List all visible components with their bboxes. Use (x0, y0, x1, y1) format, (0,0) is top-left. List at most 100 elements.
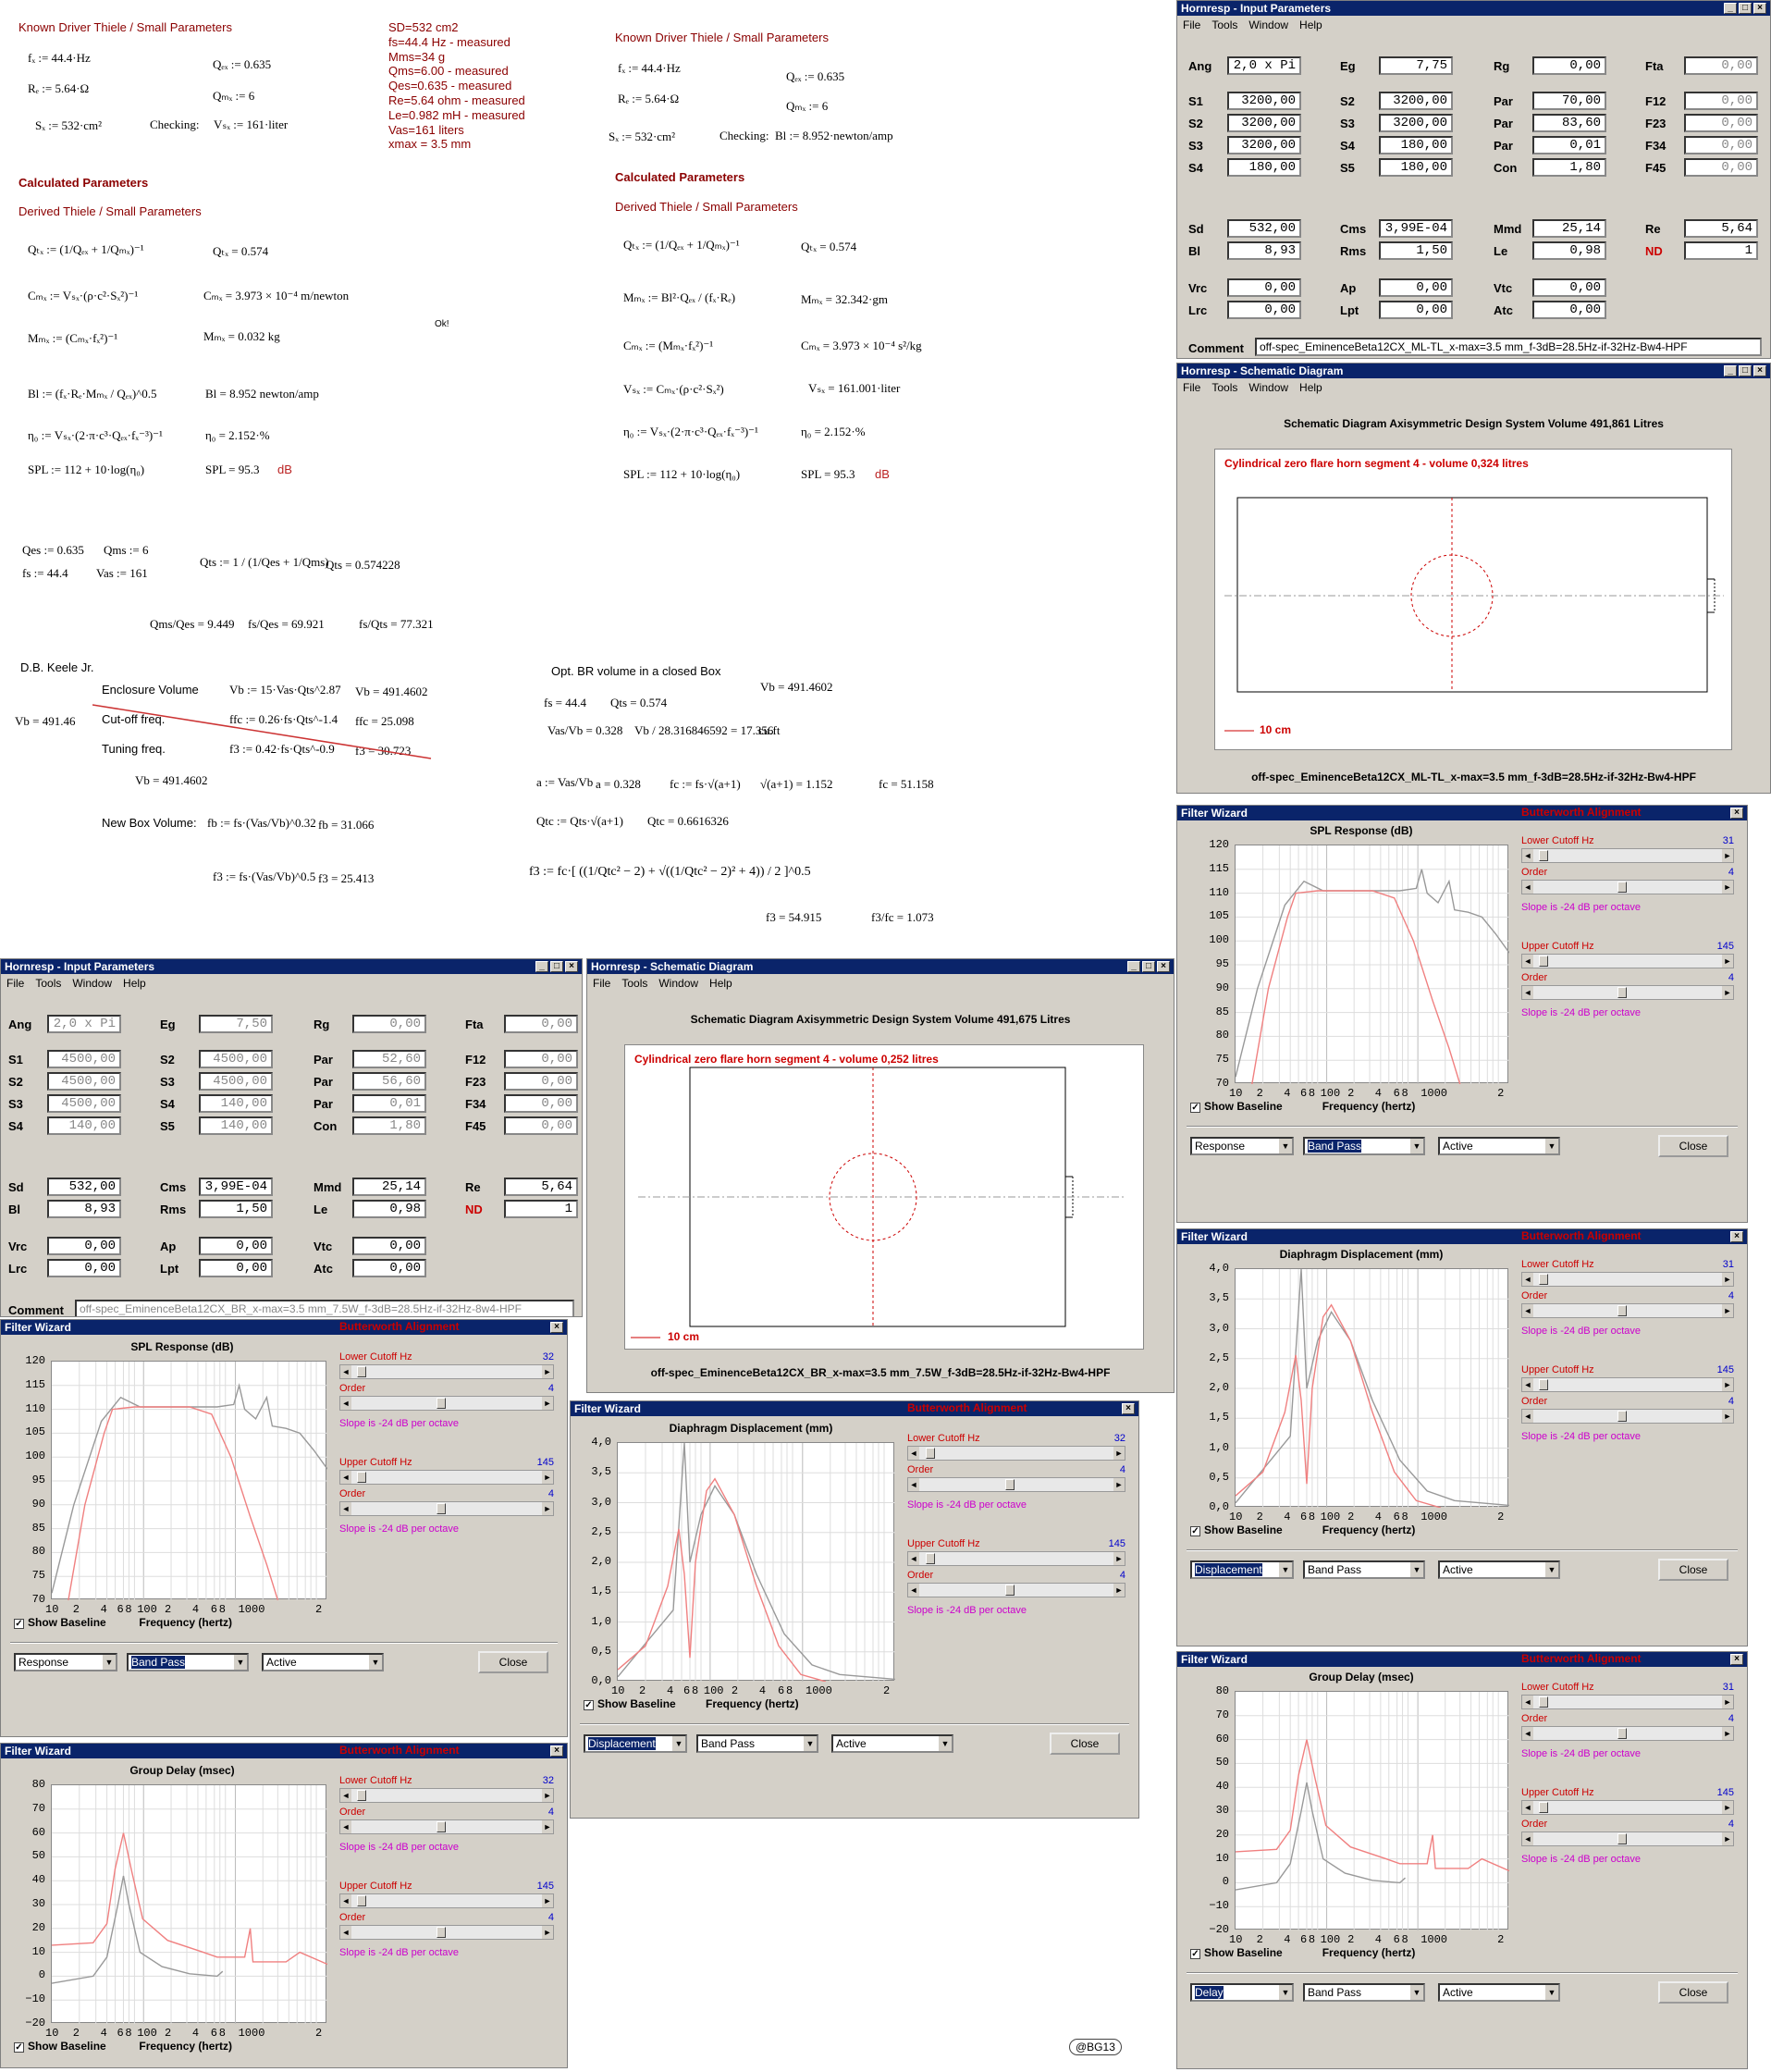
upper-order-slider[interactable]: ◄ ► (1521, 1409, 1734, 1424)
field-fta[interactable]: 0,00 (1684, 56, 1758, 75)
close-button[interactable]: × (1753, 365, 1766, 376)
minimize-button[interactable]: _ (1724, 365, 1737, 376)
slider-left-arrow-icon[interactable]: ◄ (1522, 1801, 1533, 1814)
show-baseline-checkbox[interactable]: ✓ Show Baseline (1190, 1523, 1283, 1536)
close-button[interactable]: Close (478, 1651, 548, 1673)
field-par3[interactable]: 0,01 (352, 1094, 426, 1113)
field-ang[interactable]: 2,0 x Pi (1227, 56, 1301, 75)
slider-right-arrow-icon[interactable]: ► (1722, 849, 1733, 862)
lower-order-slider[interactable]: ◄ ► (1521, 1303, 1734, 1318)
slider-left-arrow-icon[interactable]: ◄ (340, 1397, 351, 1410)
field-lrc[interactable]: 0,00 (1227, 301, 1301, 319)
field-lpt[interactable]: 0,00 (1379, 301, 1453, 319)
lower-cutoff-slider[interactable]: ◄ ► (907, 1446, 1125, 1461)
menu-window[interactable]: Window (1248, 18, 1289, 31)
field-ang[interactable]: 2,0 x Pi (47, 1015, 121, 1033)
menu-help[interactable]: Help (1299, 381, 1322, 394)
field-con[interactable]: 1,80 (1532, 158, 1606, 177)
slider-left-arrow-icon[interactable]: ◄ (340, 1365, 351, 1378)
menu-help[interactable]: Help (709, 977, 732, 990)
lower-order-slider[interactable]: ◄ ► (339, 1819, 554, 1834)
slider-left-arrow-icon[interactable]: ◄ (1522, 881, 1533, 894)
slider-thumb[interactable] (925, 1448, 935, 1459)
slider-thumb[interactable] (1539, 1274, 1549, 1285)
show-baseline-checkbox[interactable]: ✓ Show Baseline (14, 2040, 106, 2053)
field-par3[interactable]: 0,01 (1532, 136, 1606, 154)
field-f34[interactable]: 0,00 (504, 1094, 578, 1113)
menu-window[interactable]: Window (658, 977, 699, 990)
field-vrc[interactable]: 0,00 (47, 1237, 121, 1255)
close-button[interactable]: × (1730, 1231, 1743, 1242)
slider-right-arrow-icon[interactable]: ► (1722, 955, 1733, 968)
filter-type-dropdown[interactable]: Band Pass ▼ (1303, 1560, 1425, 1579)
slider-thumb[interactable] (1005, 1585, 1015, 1596)
field-s5[interactable]: 180,00 (1379, 158, 1453, 177)
field-s2[interactable]: 4500,00 (199, 1050, 273, 1068)
field-sd[interactable]: 532,00 (47, 1178, 121, 1196)
slider-left-arrow-icon[interactable]: ◄ (908, 1552, 919, 1565)
field-lpt[interactable]: 0,00 (199, 1259, 273, 1277)
slider-thumb[interactable] (357, 1895, 367, 1906)
field-comment[interactable]: off-spec_EminenceBeta12CX_ML-TL_x-max=3.… (1255, 338, 1762, 356)
slider-thumb[interactable] (436, 1927, 446, 1938)
close-button[interactable]: × (1157, 961, 1170, 972)
slider-thumb[interactable] (436, 1821, 446, 1832)
close-button[interactable]: Close (1658, 1135, 1728, 1157)
field-ap[interactable]: 0,00 (199, 1237, 273, 1255)
field-s3b[interactable]: 3200,00 (1227, 136, 1301, 154)
menu-tools[interactable]: Tools (35, 977, 62, 990)
field-rg[interactable]: 0,00 (352, 1015, 426, 1033)
slider-thumb[interactable] (357, 1366, 367, 1377)
slider-left-arrow-icon[interactable]: ◄ (1522, 1832, 1533, 1845)
slider-right-arrow-icon[interactable]: ► (1722, 1273, 1733, 1286)
slider-left-arrow-icon[interactable]: ◄ (340, 1820, 351, 1833)
field-f34[interactable]: 0,00 (1684, 136, 1758, 154)
field-s4b[interactable]: 180,00 (1227, 158, 1301, 177)
slider-right-arrow-icon[interactable]: ► (542, 1820, 553, 1833)
filter-mode-dropdown[interactable]: Active ▼ (1438, 1560, 1560, 1579)
upper-order-slider[interactable]: ◄ ► (1521, 985, 1734, 1000)
field-eg[interactable]: 7,50 (199, 1015, 273, 1033)
show-baseline-checkbox[interactable]: ✓ Show Baseline (584, 1697, 676, 1710)
field-mmd[interactable]: 25,14 (1532, 219, 1606, 238)
field-bl[interactable]: 8,93 (47, 1200, 121, 1218)
menu-tools[interactable]: Tools (1211, 18, 1238, 31)
menu-file[interactable]: File (1183, 18, 1201, 31)
field-par2[interactable]: 56,60 (352, 1072, 426, 1091)
slider-right-arrow-icon[interactable]: ► (542, 1397, 553, 1410)
slider-thumb[interactable] (1617, 1305, 1627, 1316)
close-button[interactable]: Close (1658, 1559, 1728, 1581)
field-cms[interactable]: 3,99E-04 (199, 1178, 273, 1196)
lower-order-slider[interactable]: ◄ ► (339, 1396, 554, 1411)
slider-thumb[interactable] (1539, 1696, 1549, 1708)
field-f12[interactable]: 0,00 (504, 1050, 578, 1068)
slider-left-arrow-icon[interactable]: ◄ (1522, 986, 1533, 999)
slider-thumb[interactable] (1617, 987, 1627, 998)
field-atc[interactable]: 0,00 (1532, 301, 1606, 319)
slider-left-arrow-icon[interactable]: ◄ (908, 1584, 919, 1597)
slider-left-arrow-icon[interactable]: ◄ (908, 1478, 919, 1491)
field-nd[interactable]: 1 (1684, 241, 1758, 260)
field-rg[interactable]: 0,00 (1532, 56, 1606, 75)
close-button[interactable]: × (550, 1745, 563, 1757)
slider-right-arrow-icon[interactable]: ► (542, 1894, 553, 1907)
lower-cutoff-slider[interactable]: ◄ ► (1521, 1695, 1734, 1709)
maximize-button[interactable]: □ (1739, 3, 1752, 14)
lower-order-slider[interactable]: ◄ ► (907, 1477, 1125, 1492)
field-s4[interactable]: 180,00 (1379, 136, 1453, 154)
upper-order-slider[interactable]: ◄ ► (1521, 1832, 1734, 1846)
menu-help[interactable]: Help (1299, 18, 1322, 31)
menu-file[interactable]: File (1183, 381, 1201, 394)
menu-tools[interactable]: Tools (621, 977, 648, 990)
upper-cutoff-slider[interactable]: ◄ ► (339, 1470, 554, 1485)
lower-order-slider[interactable]: ◄ ► (1521, 1726, 1734, 1741)
menu-help[interactable]: Help (123, 977, 146, 990)
field-s1[interactable]: 3200,00 (1227, 92, 1301, 110)
field-lrc[interactable]: 0,00 (47, 1259, 121, 1277)
field-ap[interactable]: 0,00 (1379, 278, 1453, 297)
filter-mode-dropdown[interactable]: Active ▼ (1438, 1137, 1560, 1155)
slider-right-arrow-icon[interactable]: ► (542, 1789, 553, 1802)
slider-left-arrow-icon[interactable]: ◄ (1522, 1410, 1533, 1423)
field-s2[interactable]: 3200,00 (1379, 92, 1453, 110)
field-rms[interactable]: 1,50 (1379, 241, 1453, 260)
